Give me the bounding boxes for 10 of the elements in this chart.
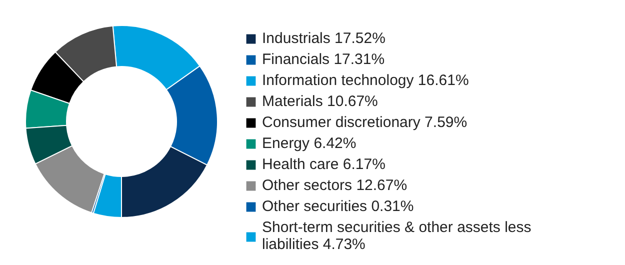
legend-label: Energy 6.42% xyxy=(262,135,356,152)
legend-label: Other sectors 12.67% xyxy=(262,177,408,194)
legend-label: Materials 10.67% xyxy=(262,93,378,110)
legend-label: Financials 17.31% xyxy=(262,51,385,68)
legend-label: Health care 6.17% xyxy=(262,156,386,173)
legend-label: Other securities 0.31% xyxy=(262,198,414,215)
legend-label: Consumer discretionary 7.59% xyxy=(262,114,468,131)
legend-label: Information technology 16.61% xyxy=(262,72,469,89)
legend-label: Industrials 17.52% xyxy=(262,30,386,47)
legend-label: Short-term securities & other assets less liabilities 4.73% xyxy=(262,219,532,253)
